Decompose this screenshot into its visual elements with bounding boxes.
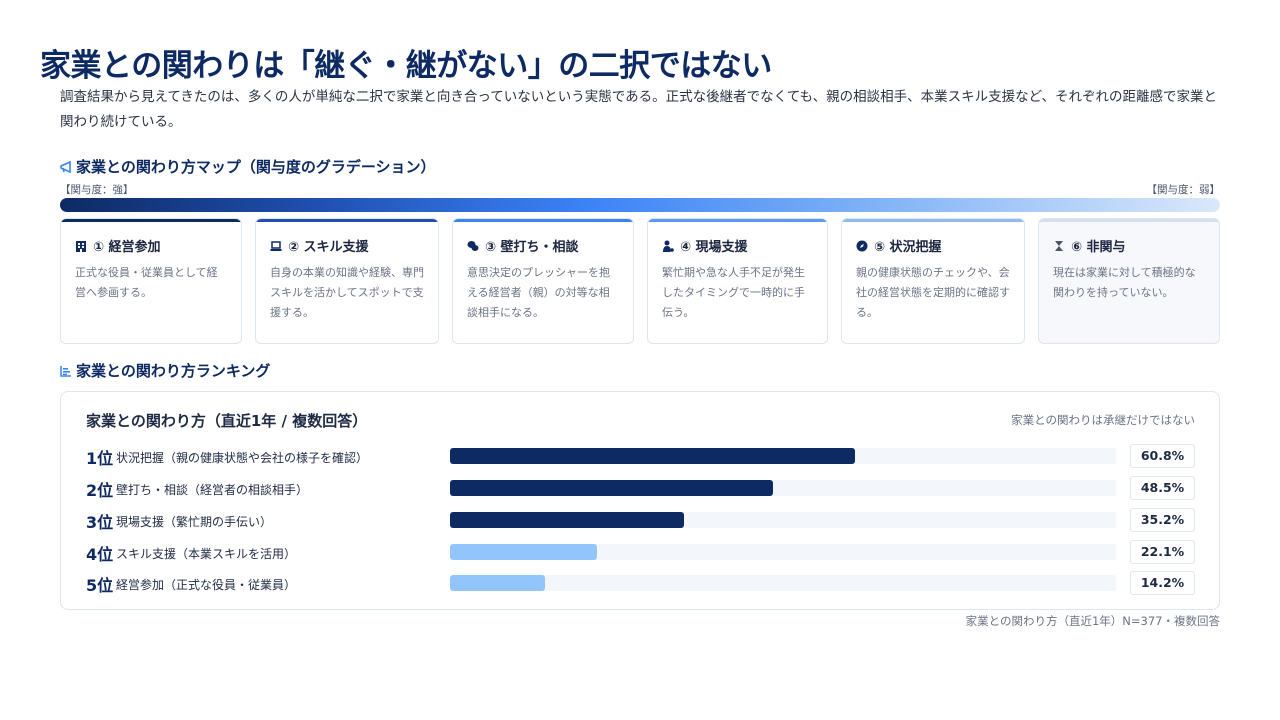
ranking-row: 5位 経営参加（正式な役員・従業員） 14.2% <box>86 571 1196 595</box>
bar <box>450 575 545 591</box>
value-label: 22.1% <box>1130 540 1195 564</box>
bar-track <box>450 575 1116 591</box>
card-title: ⑥ 非関与 <box>1071 240 1126 255</box>
card-desc: 現在は家業に対して積極的な関わりを持っていない。 <box>1053 266 1196 299</box>
card-status-check: ⑤ 状況把握 親の健康状態のチェックや、会社の経営状態を定期的に確認する。 <box>841 218 1025 344</box>
card-desc: 意思決定のプレッシャーを抱える経営者（親）の対等な相談相手になる。 <box>467 266 610 319</box>
bar-track <box>450 544 1116 560</box>
laptop-icon <box>270 240 282 251</box>
bar-track <box>450 512 1116 528</box>
ranking-heading-label: 家業との関わり方ランキング <box>76 362 271 380</box>
map-heading-label: 家業との関わり方マップ（関与度のグラデーション） <box>76 158 436 176</box>
card-no-involvement: ⑥ 非関与 現在は家業に対して積極的な関わりを持っていない。 <box>1038 218 1220 344</box>
ranking-panel: 家業との関わり方（直近1年 / 複数回答） 家業との関わりは承継だけではない 1… <box>60 391 1220 610</box>
ranking-row: 3位 現場支援（繁忙期の手伝い） 35.2% <box>86 508 1196 532</box>
bar <box>450 480 773 496</box>
lead-text: 調査結果から見えてきたのは、多くの人が単純な二択で家業と向き合っていないという実… <box>60 89 1217 130</box>
card-title: ① 経営参加 <box>93 240 161 255</box>
card-desc: 正式な役員・従業員として経営へ参画する。 <box>75 266 218 299</box>
involvement-gradient-bar <box>60 198 1220 212</box>
card-accent <box>256 219 438 222</box>
user-helper-icon <box>663 240 674 252</box>
chart-title: 家業との関わり方（直近1年 / 複数回答） <box>86 412 368 430</box>
value-label: 35.2% <box>1130 508 1195 532</box>
card-desc: 繁忙期や急な人手不足が発生したタイミングで一時的に手伝う。 <box>662 266 805 319</box>
degree-weak-label: 【関与度：弱】 <box>1146 184 1221 196</box>
value-label: 60.8% <box>1130 444 1195 468</box>
value-label: 48.5% <box>1130 476 1195 500</box>
hourglass-icon <box>1055 240 1063 251</box>
ranking-row: 1位 状況把握（親の健康状態や会社の様子を確認） 60.8% <box>86 444 1196 468</box>
map-heading: 家業との関わり方マップ（関与度のグラデーション） <box>60 156 436 177</box>
chart-footnote: 家業との関わり方（直近1年）N=377・複数回答 <box>965 614 1220 628</box>
rank-label: 1位 <box>86 449 114 468</box>
card-skill-support: ② スキル支援 自身の本業の知識や経験、専門スキルを活かしてスポットで支援する。 <box>255 218 439 344</box>
category-label: 状況把握（親の健康状態や会社の様子を確認） <box>116 451 369 465</box>
bar <box>450 512 685 528</box>
compass-icon <box>856 240 868 251</box>
card-accent <box>842 219 1024 222</box>
building-icon <box>76 240 86 252</box>
card-consult: ③ 壁打ち・相談 意思決定のプレッシャーを抱える経営者（親）の対等な相談相手にな… <box>452 218 634 344</box>
bar-track <box>450 480 1116 496</box>
chat-icon <box>467 240 479 251</box>
bar-chart-icon <box>60 365 71 377</box>
ranking-row: 2位 壁打ち・相談（経営者の相談相手） 48.5% <box>86 476 1196 500</box>
category-label: スキル支援（本業スキルを活用） <box>116 547 297 561</box>
card-title: ④ 現場支援 <box>680 240 748 255</box>
card-title: ② スキル支援 <box>288 240 369 255</box>
card-accent <box>648 219 827 222</box>
bar <box>450 448 855 464</box>
chart-note: 家業との関わりは承継だけではない <box>1011 413 1195 427</box>
card-accent <box>453 219 633 222</box>
bar-track <box>450 448 1116 464</box>
card-desc: 親の健康状態のチェックや、会社の経営状態を定期的に確認する。 <box>856 266 1010 319</box>
value-label: 14.2% <box>1130 571 1195 595</box>
degree-strong-label: 【関与度：強】 <box>60 184 134 196</box>
card-accent <box>1039 219 1219 222</box>
ranking-row: 4位 スキル支援（本業スキルを活用） 22.1% <box>86 540 1196 564</box>
card-field-support: ④ 現場支援 繁忙期や急な人手不足が発生したタイミングで一時的に手伝う。 <box>647 218 828 344</box>
rank-label: 4位 <box>86 545 114 564</box>
rank-label: 2位 <box>86 481 114 500</box>
card-desc: 自身の本業の知識や経験、専門スキルを活かしてスポットで支援する。 <box>270 266 424 319</box>
rank-label: 3位 <box>86 513 114 532</box>
ranking-heading: 家業との関わり方ランキング <box>60 360 270 381</box>
involvement-cards: ① 経営参加 正式な役員・従業員として経営へ参画する。 ② スキル支援 自身の本… <box>60 218 1220 344</box>
card-accent <box>61 219 241 222</box>
card-management: ① 経営参加 正式な役員・従業員として経営へ参画する。 <box>60 218 242 344</box>
megaphone-icon <box>60 160 71 173</box>
rank-label: 5位 <box>86 576 114 595</box>
card-title: ③ 壁打ち・相談 <box>485 240 579 255</box>
category-label: 壁打ち・相談（経営者の相談相手） <box>116 483 309 497</box>
card-title: ⑤ 状況把握 <box>874 240 942 255</box>
category-label: 経営参加（正式な役員・従業員） <box>116 578 297 592</box>
page-title: 家業との関わりは「継ぐ・継がない」の二択ではない <box>40 48 772 84</box>
category-label: 現場支援（繁忙期の手伝い） <box>116 515 273 529</box>
bar <box>450 544 598 560</box>
